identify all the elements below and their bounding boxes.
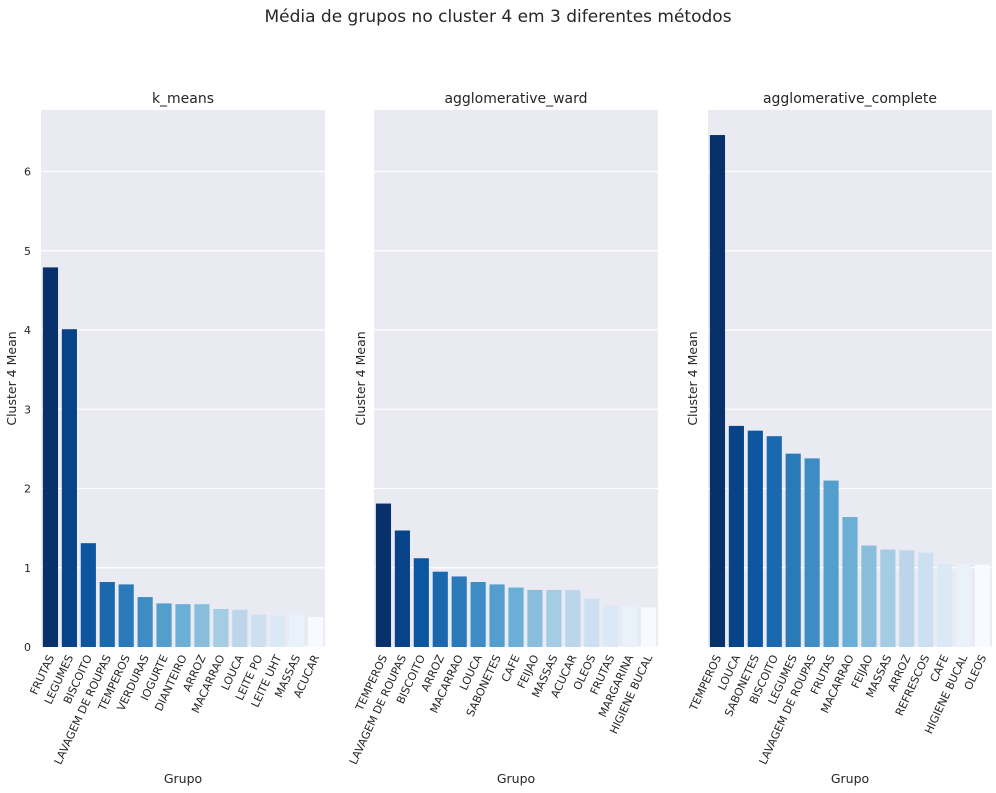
bar bbox=[622, 606, 638, 647]
bar bbox=[603, 605, 619, 647]
y-axis-label: Cluster 4 Mean bbox=[685, 331, 700, 425]
panel-title: k_means bbox=[152, 91, 214, 107]
bar bbox=[747, 430, 763, 647]
bar bbox=[880, 549, 896, 647]
bar bbox=[508, 587, 524, 647]
panel-title: agglomerative_ward bbox=[444, 91, 587, 107]
bar bbox=[99, 582, 115, 647]
bar bbox=[251, 614, 267, 647]
bar bbox=[861, 545, 877, 647]
bar bbox=[61, 329, 77, 647]
bar bbox=[785, 453, 801, 647]
bar bbox=[289, 615, 305, 647]
bar bbox=[307, 616, 324, 647]
bar bbox=[137, 597, 153, 647]
bar bbox=[640, 607, 657, 647]
bar bbox=[842, 517, 858, 647]
bar bbox=[956, 563, 972, 647]
bar bbox=[413, 558, 429, 647]
bar bbox=[80, 543, 96, 647]
bar bbox=[899, 550, 915, 647]
x-axis-label: Grupo bbox=[164, 771, 202, 786]
y-tick-label: 5 bbox=[24, 245, 31, 258]
bar bbox=[175, 604, 191, 647]
chart-panel-2: TEMPEROSLOUCASABONETESBISCOITOLEGUMESLAV… bbox=[685, 91, 992, 786]
y-tick-label: 3 bbox=[24, 403, 31, 416]
y-tick-label: 1 bbox=[24, 562, 31, 575]
bar bbox=[375, 503, 392, 647]
bar bbox=[527, 589, 543, 647]
bar bbox=[584, 598, 600, 647]
x-axis-label: Grupo bbox=[497, 771, 535, 786]
bar bbox=[937, 563, 953, 647]
bar bbox=[823, 480, 839, 647]
bar bbox=[546, 589, 562, 647]
panel-title: agglomerative_complete bbox=[763, 91, 937, 107]
bar bbox=[804, 458, 820, 647]
y-axis-label: Cluster 4 Mean bbox=[4, 331, 19, 425]
plot-area bbox=[374, 110, 658, 647]
y-tick-label: 2 bbox=[24, 483, 31, 496]
bar bbox=[194, 604, 210, 647]
bar bbox=[974, 564, 991, 647]
x-axis-label: Grupo bbox=[831, 771, 869, 786]
bar bbox=[156, 603, 172, 647]
bar bbox=[213, 608, 229, 647]
bar bbox=[432, 571, 448, 647]
bar bbox=[489, 584, 505, 647]
bar bbox=[232, 609, 248, 647]
y-axis-label: Cluster 4 Mean bbox=[353, 331, 368, 425]
bar bbox=[451, 576, 467, 647]
y-tick-label: 6 bbox=[24, 166, 31, 179]
bar bbox=[918, 552, 934, 647]
bar bbox=[565, 589, 581, 647]
bar bbox=[766, 436, 782, 647]
bar bbox=[728, 425, 744, 647]
figure-title: Média de grupos no cluster 4 em 3 difere… bbox=[264, 7, 731, 27]
bar bbox=[709, 135, 726, 648]
bar bbox=[394, 530, 410, 647]
bar bbox=[42, 267, 59, 647]
bar bbox=[118, 584, 134, 647]
bar bbox=[470, 582, 486, 647]
y-tick-label: 4 bbox=[24, 324, 31, 337]
bar bbox=[270, 615, 286, 647]
y-tick-label: 0 bbox=[24, 641, 31, 654]
